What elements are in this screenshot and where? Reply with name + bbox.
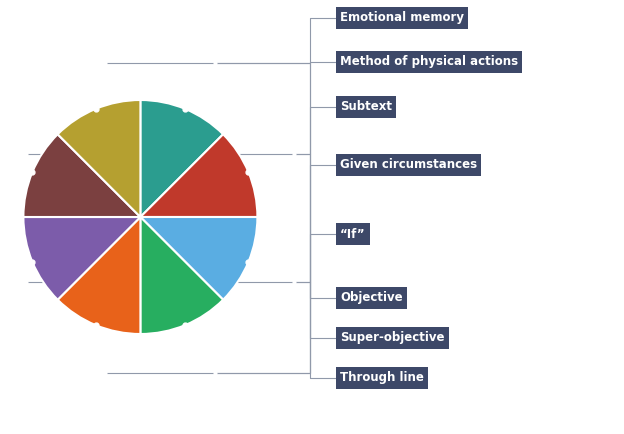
Text: Emotional memory: Emotional memory [340,11,464,24]
Text: Objective: Objective [340,292,402,305]
Text: “If”: “If” [340,227,366,240]
Text: Method of physical actions: Method of physical actions [340,56,518,69]
Text: Subtext: Subtext [340,101,392,114]
Text: Through line: Through line [340,372,424,385]
Text: Super-objective: Super-objective [340,332,444,345]
Wedge shape [140,134,258,217]
Wedge shape [140,100,223,217]
Wedge shape [57,100,140,217]
Wedge shape [23,134,140,217]
Text: Given circumstances: Given circumstances [340,158,477,171]
Wedge shape [23,217,140,300]
Wedge shape [140,217,223,334]
Wedge shape [140,217,258,300]
Wedge shape [57,217,140,334]
